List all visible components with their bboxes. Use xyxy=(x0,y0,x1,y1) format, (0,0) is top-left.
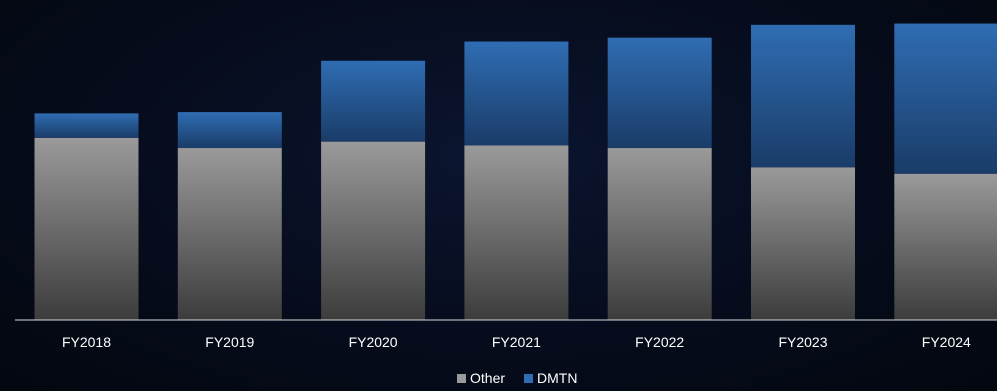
bar-dmtn-fy2021 xyxy=(464,41,569,146)
legend-swatch-other xyxy=(457,374,466,383)
bar-other-fy2024 xyxy=(894,173,997,320)
x-tick-label: FY2018 xyxy=(62,334,111,350)
bar-other-fy2022 xyxy=(607,148,712,320)
bars-group xyxy=(34,23,997,320)
legend-label-other: Other xyxy=(470,370,505,386)
bar-dmtn-fy2019 xyxy=(177,112,282,149)
bar-dmtn-fy2023 xyxy=(751,24,855,168)
bar-dmtn-fy2018 xyxy=(34,113,139,138)
bar-other-fy2019 xyxy=(177,148,282,320)
x-tick-label: FY2023 xyxy=(778,334,827,350)
legend-swatch-dmtn xyxy=(524,374,533,383)
bar-dmtn-fy2020 xyxy=(321,60,426,142)
legend: Other DMTN xyxy=(457,370,577,386)
bar-other-fy2021 xyxy=(464,145,569,320)
x-tick-label: FY2022 xyxy=(635,334,684,350)
bar-other-fy2018 xyxy=(34,137,139,320)
bar-dmtn-fy2022 xyxy=(607,37,712,149)
x-tick-label: FY2024 xyxy=(922,334,971,350)
x-tick-label: FY2021 xyxy=(492,334,541,350)
bar-other-fy2023 xyxy=(751,167,855,320)
x-axis-ticks: FY2018 FY2019 FY2020 FY2021 FY2022 FY2023 FY20… xyxy=(62,334,971,350)
bar-dmtn-fy2024 xyxy=(894,23,997,174)
bar-other-fy2020 xyxy=(321,141,426,320)
x-tick-label: FY2019 xyxy=(205,334,254,350)
x-tick-label: FY2020 xyxy=(349,334,398,350)
legend-label-dmtn: DMTN xyxy=(537,370,577,386)
